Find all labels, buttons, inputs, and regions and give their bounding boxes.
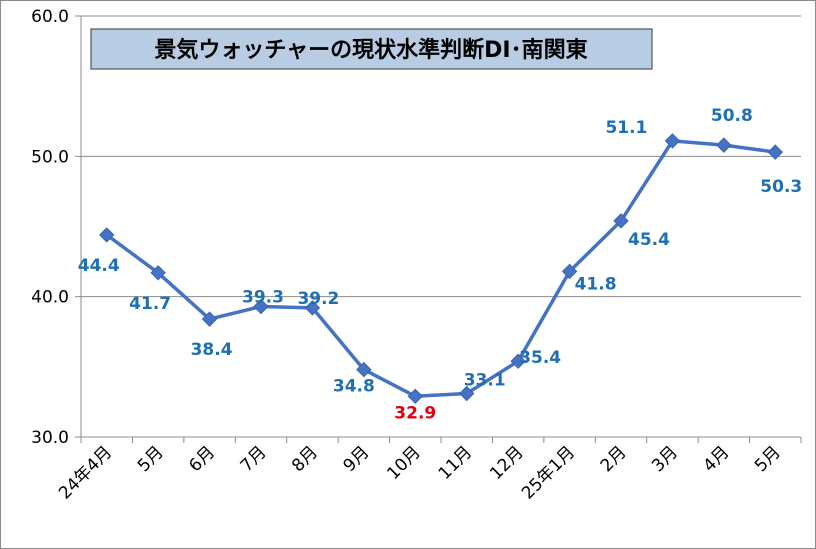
chart-title: 景気ウォッチャーの現状水準判断DI･南関東 [154,37,587,63]
x-tick-label: 9月 [340,442,374,476]
x-tick-label: 10月 [383,442,424,483]
grid [81,15,801,298]
data-label: 39.2 [297,289,339,309]
data-label: 32.9 [394,403,436,423]
data-point [613,213,629,229]
x-tick-label: 5月 [134,442,168,476]
data-label: 50.3 [760,177,802,197]
data-labels: 44.4 41.7 38.4 39.3 39.2 34.8 32.9 33.1 35.4 41.8… [78,106,803,423]
data-label: 35.4 [519,348,561,368]
x-tick-label: 24年4月 [55,442,116,503]
data-point [150,265,166,281]
y-tick-label: 30.0 [31,428,69,448]
x-tick-label: 6月 [185,442,219,476]
x-tick-label: 4月 [700,442,734,476]
chart-title-box [90,28,653,70]
y-axis-ticks: 30.0 40.0 50.0 60.0 [31,7,69,448]
y-tick-label: 60.0 [31,7,69,27]
chart-title-group: 景気ウォッチャーの現状水準判断DI･南関東 [90,28,653,70]
data-point [304,300,321,316]
data-label: 33.1 [464,370,506,390]
data-label: 41.7 [129,294,171,314]
data-point [459,385,475,402]
data-label: 39.3 [242,287,284,307]
data-point [253,298,269,315]
x-tick-label: 3月 [648,442,682,476]
data-label: 38.4 [191,340,233,360]
series [99,133,783,405]
x-tick-label: 12月 [486,442,527,483]
x-tick-label: 11月 [435,442,476,483]
data-label: 44.4 [78,256,120,276]
x-tick-label: 5月 [751,442,785,476]
data-point [664,133,681,149]
data-label: 41.8 [575,274,617,294]
data-label: 51.1 [605,118,647,138]
data-label: 45.4 [628,230,670,250]
data-point [561,263,578,280]
x-tick-label: 7月 [237,442,271,476]
data-point [356,361,372,378]
y-tick-label: 40.0 [31,288,69,308]
x-tick-label: 8月 [288,442,322,476]
series-line [105,139,776,399]
data-label: 34.8 [333,377,375,397]
data-point [99,227,115,243]
data-point [716,137,732,153]
data-point [767,144,783,160]
x-tick-label: 2月 [597,442,631,476]
data-point [201,311,218,327]
axes [75,15,802,443]
y-tick-label: 50.0 [31,147,69,167]
x-tick-label: 25年1月 [518,442,579,503]
data-point [407,388,423,405]
data-point [510,353,526,369]
data-label: 50.8 [711,106,753,126]
